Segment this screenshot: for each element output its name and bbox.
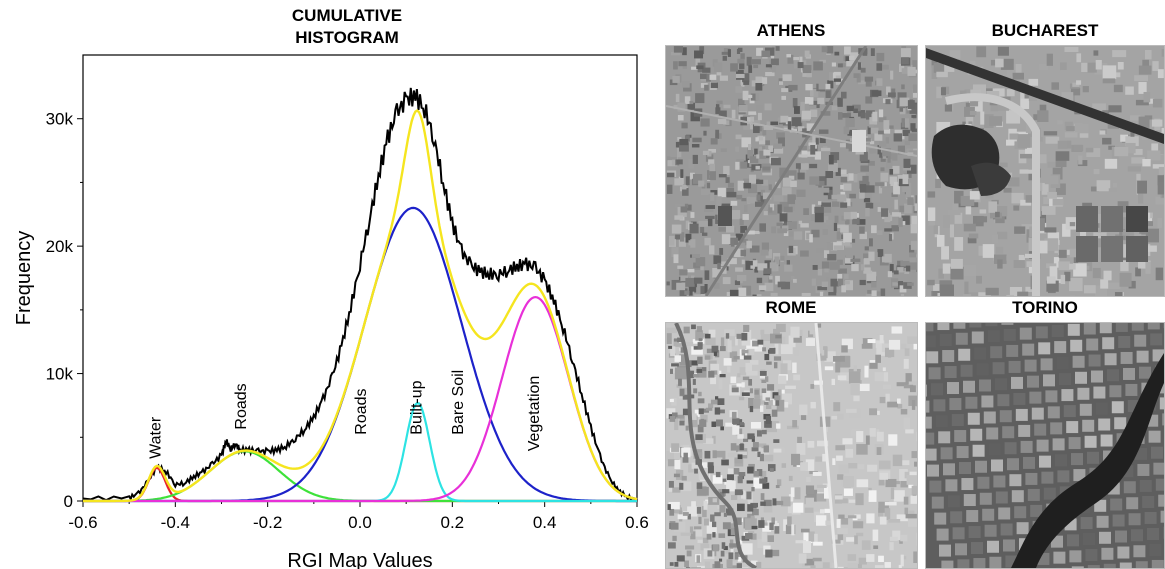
gaussian-component-line [83, 450, 637, 503]
canal-dark [926, 48, 1164, 144]
peak-annotation: Water [148, 416, 165, 459]
gaussian-component-line [83, 206, 637, 503]
x-tick-label: 0.2 [441, 513, 465, 532]
y-axis-label: Frequency [13, 231, 35, 326]
photo-torino [925, 322, 1165, 569]
x-tick-label: -0.2 [253, 513, 282, 532]
photo-label-torino: TORINO [925, 298, 1165, 318]
photo-label-bucharest: BUCHAREST [925, 21, 1165, 41]
photo-bucharest [925, 45, 1165, 297]
cumulative-histogram-chart: CUMULATIVE HISTOGRAM -0.6 -0.4 -0.2 0.0 0.2 0.4… [13, 6, 649, 569]
photo-label-athens: ATHENS [733, 21, 849, 41]
y-tick-label: 20k [46, 237, 74, 256]
fit-sum-line [83, 109, 638, 503]
photo-label-rome: ROME [665, 298, 917, 318]
peak-annotation: Bare Soil [450, 370, 467, 435]
histogram-line [82, 87, 638, 503]
river-line [674, 323, 758, 568]
canal-curve [945, 93, 1040, 296]
x-tick-label: 0.6 [625, 513, 649, 532]
y-tick-label: 0 [64, 492, 73, 511]
chart-title-line: CUMULATIVE [292, 6, 402, 25]
peak-annotation: Built-up [408, 380, 425, 434]
x-tick-label: 0.0 [348, 513, 372, 532]
photo-athens [665, 45, 918, 297]
peak-annotation: Roads [233, 383, 250, 429]
gaussian-component-line [83, 295, 638, 503]
x-axis-label: RGI Map Values [287, 550, 432, 569]
stadium-patch [852, 130, 866, 152]
y-tick-label: 30k [46, 110, 74, 129]
y-tick-label: 10k [46, 365, 74, 384]
photo-rome [665, 322, 918, 569]
x-tick-label: -0.6 [68, 513, 97, 532]
peak-annotation: Roads [353, 388, 370, 434]
peak-annotation: Vegetation [526, 376, 543, 452]
river-po [1011, 353, 1164, 568]
chart-title-line: HISTOGRAM [295, 28, 399, 47]
x-tick-label: 0.4 [533, 513, 557, 532]
x-tick-label: -0.4 [161, 513, 190, 532]
